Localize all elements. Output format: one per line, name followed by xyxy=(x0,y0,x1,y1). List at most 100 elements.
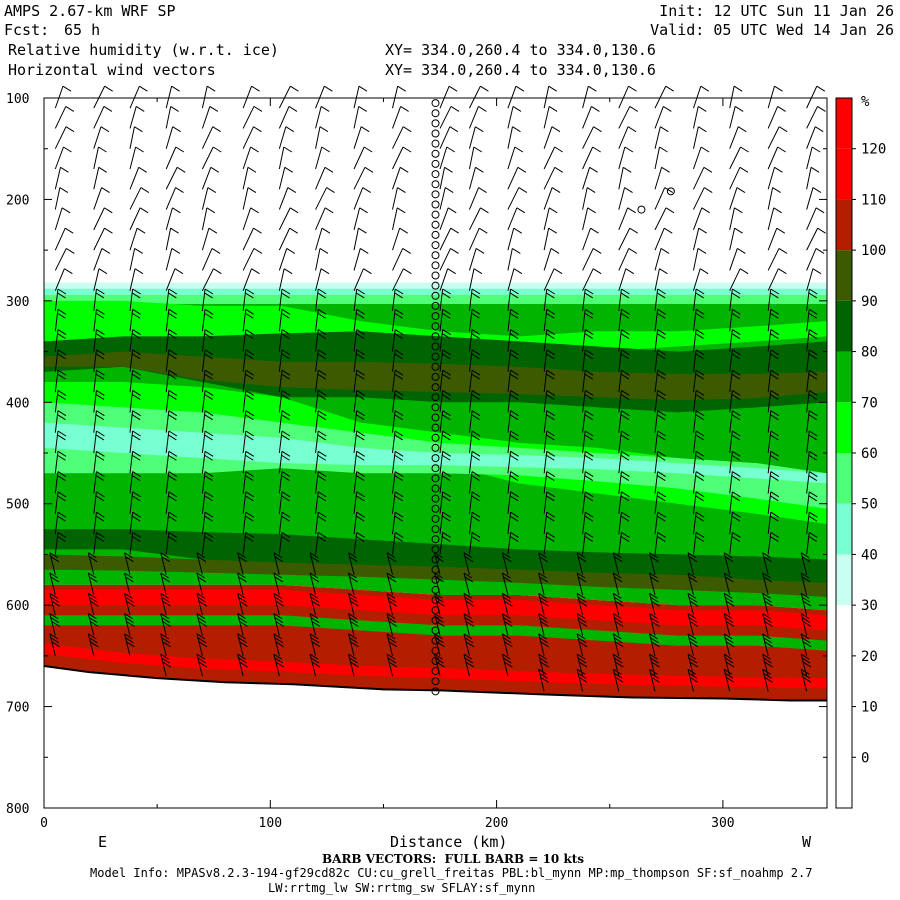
wind-barb xyxy=(201,532,206,555)
colorbar-tick-label: 110 xyxy=(861,192,886,208)
wind-barb-flag xyxy=(503,617,512,623)
wind-barb xyxy=(692,228,700,251)
wind-barb-flag xyxy=(57,333,66,339)
calm-wind-marker xyxy=(431,261,440,270)
wind-barb-flag xyxy=(355,454,365,461)
wind-barb-flag xyxy=(172,207,181,214)
wind-barb xyxy=(767,106,779,129)
wind-barb xyxy=(242,329,247,352)
wind-barb-flag xyxy=(281,434,290,441)
wind-barb-flag xyxy=(695,312,704,319)
wind-barb xyxy=(129,451,134,474)
wind-barb-flag xyxy=(660,248,670,254)
wind-barb xyxy=(353,207,361,230)
wind-barb xyxy=(49,593,56,616)
wind-barb-flag xyxy=(441,495,451,502)
wind-barb-flag xyxy=(584,329,594,335)
wind-barb xyxy=(278,167,286,190)
wind-barb xyxy=(392,532,396,555)
wind-barb xyxy=(392,86,399,109)
wind-barb xyxy=(242,146,252,170)
wind-barb-flag xyxy=(204,373,213,380)
wind-barb-flag xyxy=(245,454,254,461)
wind-barb xyxy=(543,187,553,210)
wind-barb xyxy=(392,248,404,271)
wind-barb xyxy=(237,633,244,656)
wind-barb-flag xyxy=(732,369,741,376)
wind-barb-flag xyxy=(584,373,594,380)
wind-barb-flag xyxy=(513,268,523,275)
wind-barb xyxy=(278,471,283,494)
wind-barb-flag xyxy=(577,596,587,603)
wind-barb xyxy=(315,390,319,413)
wind-barb xyxy=(160,552,167,575)
wind-barb xyxy=(800,613,808,636)
wind-barb-flag xyxy=(131,353,141,360)
wind-barb-flag xyxy=(576,653,586,660)
wind-barb-flag xyxy=(125,637,134,644)
wind-barb-flag xyxy=(441,535,451,542)
wind-barb-flag xyxy=(725,641,735,648)
wind-barb-flag xyxy=(396,207,406,214)
wind-barb xyxy=(806,430,810,454)
x-axis-title: Distance (km) xyxy=(390,833,508,851)
wind-barb-flag xyxy=(134,126,143,133)
wind-barb-flag xyxy=(621,471,630,477)
wind-barb-flag xyxy=(281,414,290,421)
wind-barb-flag xyxy=(394,515,403,522)
wind-barb xyxy=(54,268,65,291)
wind-barb-flag xyxy=(349,596,358,603)
wind-barb xyxy=(543,349,548,372)
wind-barb xyxy=(54,349,59,372)
wind-barb-flag xyxy=(50,576,60,583)
wind-barb xyxy=(278,430,283,454)
wind-barb-flag xyxy=(168,515,177,522)
wind-barb-flag xyxy=(739,166,749,173)
wind-barb xyxy=(392,451,396,474)
wind-barb-flag xyxy=(168,312,177,319)
wind-barb xyxy=(201,370,206,393)
wind-barb xyxy=(353,451,358,474)
colorbar-bin xyxy=(836,757,852,808)
wind-barb-flag xyxy=(665,207,675,214)
wind-barb-flag xyxy=(95,515,105,522)
wind-barb xyxy=(618,126,629,149)
wind-barb-flag xyxy=(464,637,474,644)
wind-barb xyxy=(278,390,283,413)
calm-wind-marker xyxy=(431,119,440,128)
wind-barb xyxy=(687,572,694,596)
wind-barb xyxy=(806,370,810,393)
wind-barb-flag xyxy=(465,600,475,607)
wind-barb-flag xyxy=(400,106,409,112)
wind-barb-flag xyxy=(687,572,697,579)
wind-barb xyxy=(242,167,249,190)
wind-barb-flag xyxy=(801,672,811,679)
wind-barb xyxy=(165,390,170,413)
wind-barb-flag xyxy=(657,450,666,457)
wind-barb xyxy=(618,227,631,251)
calm-wind-marker xyxy=(431,606,440,615)
wind-barb xyxy=(93,309,97,332)
wind-barb-flag xyxy=(763,657,772,664)
wind-barb xyxy=(54,126,67,149)
model-title: AMPS 2.67-km WRF SP xyxy=(4,2,176,20)
wind-barb-flag xyxy=(57,349,67,356)
wind-barb-flag xyxy=(57,454,66,461)
wind-barb-flag xyxy=(695,373,704,380)
wind-barb xyxy=(543,471,548,494)
wind-barb-flag xyxy=(126,641,135,648)
wind-barb xyxy=(353,167,366,190)
wind-barb xyxy=(242,532,247,555)
calm-wind-marker xyxy=(431,525,440,534)
wind-barb-flag xyxy=(621,450,630,457)
wind-barb-flag xyxy=(197,657,207,664)
calm-wind-marker xyxy=(431,271,440,280)
wind-barb xyxy=(392,167,401,190)
wind-barb-flag xyxy=(554,146,563,153)
wind-barb-flag xyxy=(281,312,290,319)
field-name-rh: Relative humidity (w.r.t. ice) xyxy=(8,41,279,59)
wind-barb-flag xyxy=(196,552,206,559)
wind-barb xyxy=(654,491,659,514)
